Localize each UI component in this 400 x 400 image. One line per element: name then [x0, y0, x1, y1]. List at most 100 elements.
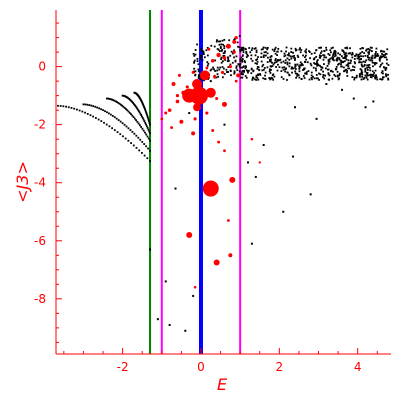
continuum-point	[323, 56, 326, 59]
scatter-point	[292, 155, 295, 158]
arc-point	[139, 112, 142, 115]
continuum-point	[223, 45, 226, 48]
continuum-point	[192, 52, 195, 55]
continuum-point	[328, 54, 331, 56]
continuum-point	[370, 56, 373, 59]
continuum-point	[219, 66, 222, 69]
continuum-point	[357, 54, 360, 56]
continuum-point	[328, 58, 331, 61]
continuum-point	[381, 70, 384, 73]
continuum-point	[222, 43, 225, 46]
continuum-point	[241, 58, 244, 60]
continuum-point	[382, 55, 385, 57]
continuum-point	[323, 77, 326, 80]
arc-point	[145, 125, 148, 128]
continuum-point	[322, 58, 325, 61]
continuum-point	[350, 69, 352, 72]
arc-point	[106, 97, 108, 100]
continuum-point	[284, 68, 287, 71]
continuum-point	[280, 76, 283, 79]
arc-point	[140, 99, 143, 102]
red-bubble	[160, 117, 164, 121]
continuum-point	[365, 71, 368, 74]
continuum-point	[360, 63, 363, 66]
continuum-point	[293, 54, 296, 57]
continuum-point	[298, 66, 301, 69]
continuum-point	[294, 47, 297, 50]
continuum-point	[366, 74, 369, 77]
continuum-point	[340, 65, 343, 68]
continuum-point	[255, 79, 258, 81]
continuum-point	[257, 56, 259, 58]
continuum-point	[325, 56, 328, 59]
continuum-point	[333, 50, 336, 53]
continuum-point	[316, 62, 318, 64]
continuum-point	[229, 69, 232, 72]
continuum-point	[194, 48, 197, 51]
arc-point	[108, 125, 111, 128]
continuum-point	[241, 66, 243, 69]
continuum-point	[305, 54, 307, 57]
arc-point	[122, 135, 124, 138]
continuum-point	[302, 54, 304, 57]
continuum-point	[347, 52, 350, 55]
continuum-point	[202, 50, 205, 53]
continuum-point	[217, 48, 220, 51]
continuum-point	[304, 56, 306, 59]
continuum-point	[244, 75, 247, 77]
continuum-point	[235, 65, 238, 68]
continuum-point	[339, 53, 342, 56]
continuum-point	[239, 58, 242, 61]
continuum-point	[285, 67, 287, 70]
continuum-point	[384, 69, 387, 72]
continuum-point	[351, 53, 354, 56]
continuum-point	[303, 77, 306, 79]
arc-point	[147, 128, 150, 131]
continuum-point	[355, 54, 357, 57]
arc-point	[148, 130, 151, 133]
continuum-point	[325, 46, 328, 49]
continuum-point	[240, 71, 243, 74]
continuum-point	[315, 63, 318, 65]
arc-point	[113, 129, 116, 132]
continuum-point	[366, 54, 369, 57]
continuum-point	[279, 58, 282, 61]
continuum-point	[327, 78, 330, 81]
arc-point	[136, 120, 139, 123]
continuum-point	[364, 74, 367, 77]
arc-point	[144, 110, 147, 113]
continuum-point	[277, 59, 280, 62]
continuum-point	[344, 56, 347, 58]
continuum-point	[358, 75, 361, 78]
continuum-point	[240, 73, 243, 76]
continuum-point	[305, 48, 308, 51]
continuum-point	[346, 63, 349, 66]
arc-point	[137, 136, 140, 139]
continuum-point	[360, 78, 363, 81]
continuum-point	[233, 56, 235, 59]
scatter-point	[174, 187, 177, 190]
continuum-point	[367, 58, 370, 61]
continuum-point	[251, 47, 254, 50]
continuum-point	[329, 51, 332, 54]
continuum-point	[351, 69, 354, 71]
continuum-point	[295, 76, 298, 79]
continuum-point	[313, 62, 316, 64]
continuum-point	[354, 62, 357, 65]
continuum-point	[312, 58, 315, 61]
continuum-point	[223, 51, 226, 54]
arc-point	[138, 149, 141, 152]
continuum-point	[288, 62, 291, 65]
continuum-point	[269, 60, 272, 63]
continuum-point	[368, 63, 371, 66]
arc-point	[149, 149, 151, 152]
scatter-point	[250, 242, 253, 245]
continuum-point	[367, 66, 370, 69]
continuum-point	[372, 73, 375, 76]
continuum-point	[378, 58, 381, 60]
continuum-point	[273, 61, 276, 64]
continuum-point	[269, 56, 272, 59]
continuum-point	[203, 56, 206, 59]
continuum-point	[322, 63, 325, 66]
arc-point	[130, 142, 132, 144]
